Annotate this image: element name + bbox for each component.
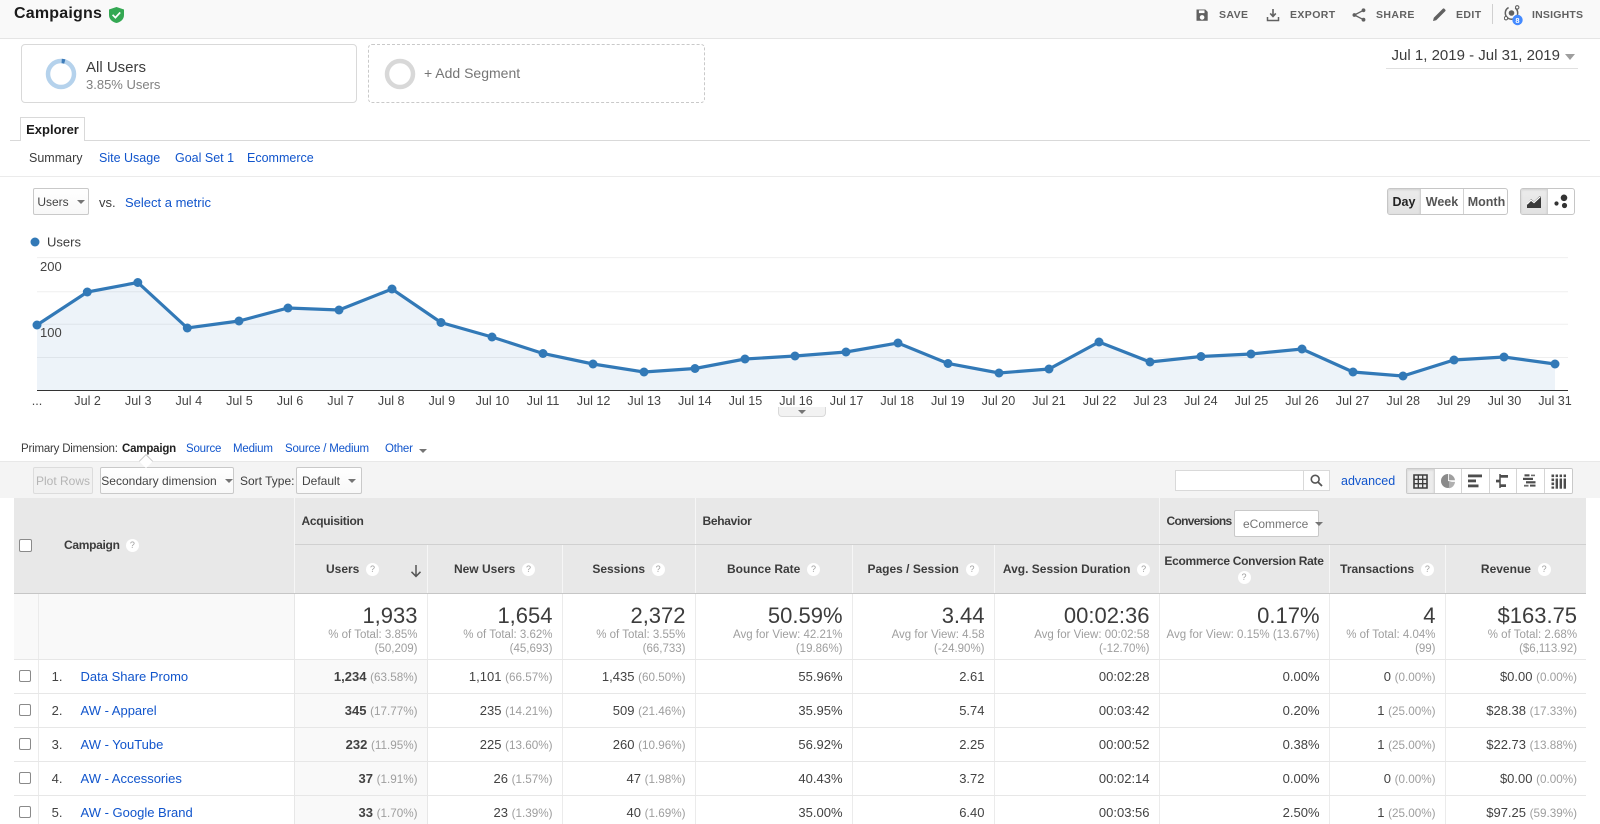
- svg-text:100: 100: [40, 325, 62, 340]
- svg-text:Jul 2: Jul 2: [74, 394, 101, 408]
- svg-text:Jul 19: Jul 19: [931, 394, 965, 408]
- svg-text:Jul 15: Jul 15: [729, 394, 763, 408]
- svg-text:Jul 17: Jul 17: [830, 394, 864, 408]
- svg-text:Jul 12: Jul 12: [577, 394, 611, 408]
- svg-text:Jul 18: Jul 18: [880, 394, 914, 408]
- svg-text:...: ...: [32, 394, 43, 408]
- svg-text:Jul 7: Jul 7: [327, 394, 354, 408]
- svg-text:Jul 10: Jul 10: [476, 394, 510, 408]
- svg-text:Jul 4: Jul 4: [175, 394, 202, 408]
- svg-text:Jul 9: Jul 9: [428, 394, 455, 408]
- svg-text:Jul 30: Jul 30: [1488, 394, 1522, 408]
- svg-text:Users: Users: [47, 235, 81, 250]
- svg-text:Jul 3: Jul 3: [125, 394, 152, 408]
- svg-text:Jul 28: Jul 28: [1386, 394, 1420, 408]
- svg-text:Jul 21: Jul 21: [1032, 394, 1066, 408]
- svg-text:Jul 24: Jul 24: [1184, 394, 1218, 408]
- svg-text:200: 200: [40, 259, 62, 274]
- svg-text:Jul 20: Jul 20: [982, 394, 1016, 408]
- svg-text:Jul 11: Jul 11: [527, 394, 560, 408]
- svg-text:Jul 27: Jul 27: [1336, 394, 1370, 408]
- svg-text:Jul 23: Jul 23: [1133, 394, 1167, 408]
- svg-text:Jul 25: Jul 25: [1235, 394, 1269, 408]
- svg-text:Jul 16: Jul 16: [779, 394, 813, 408]
- svg-text:Jul 14: Jul 14: [678, 394, 712, 408]
- svg-text:Jul 6: Jul 6: [277, 394, 304, 408]
- svg-text:Jul 29: Jul 29: [1437, 394, 1471, 408]
- svg-text:Jul 31: Jul 31: [1538, 394, 1572, 408]
- svg-text:8: 8: [1515, 16, 1519, 25]
- svg-text:Jul 5: Jul 5: [226, 394, 253, 408]
- svg-text:Jul 22: Jul 22: [1083, 394, 1117, 408]
- svg-text:Jul 8: Jul 8: [378, 394, 405, 408]
- svg-text:Jul 13: Jul 13: [627, 394, 661, 408]
- svg-text:Jul 26: Jul 26: [1285, 394, 1319, 408]
